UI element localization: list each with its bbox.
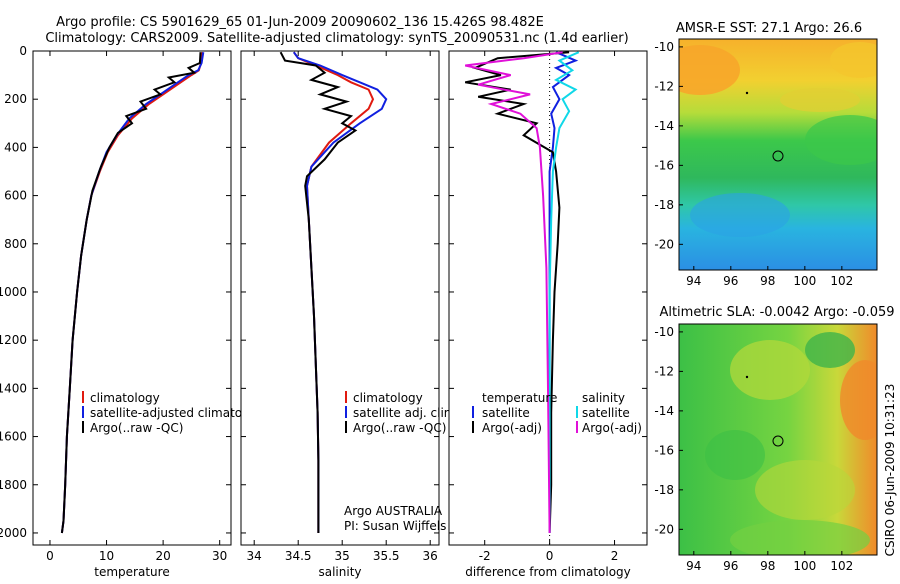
sst-map-frame <box>678 38 878 271</box>
legend-label: satellite <box>582 406 630 420</box>
map-y-tick-label: -14 <box>654 119 674 133</box>
x-tick-label: 30 <box>212 549 227 563</box>
map-y-tick-label: -12 <box>654 364 674 378</box>
sst-map-ticks: 94 96 98 100 102 -10 -12 -14 -16 -18 -20 <box>654 40 853 288</box>
map-x-tick-label: 100 <box>793 559 816 573</box>
figure-title-line2: Climatology: CARS2009. Satellite-adjuste… <box>45 31 628 46</box>
argo-location-marker <box>772 150 784 162</box>
map-y-tick-label: -10 <box>654 325 674 339</box>
map-y-tick-label: -18 <box>654 483 674 497</box>
figure-title-line1: Argo profile: CS 5901629_65 01-Jun-2009 … <box>56 15 544 30</box>
x-tick-label: 34 <box>247 549 262 563</box>
y-tick-label: 1200 <box>0 333 27 347</box>
argo-location-marker <box>772 435 784 447</box>
y-tick-label: 1400 <box>0 381 27 395</box>
map-x-tick-label: 98 <box>760 274 775 288</box>
sst-map: AMSR-E SST: 27.1 Argo: 26.6 94 96 98 100 102… <box>654 21 878 288</box>
map-x-tick-label: 94 <box>686 274 701 288</box>
sst-map-title: AMSR-E SST: 27.1 Argo: 26.6 <box>676 21 862 36</box>
panel-temperature: 0 10 20 30 temperature 0 200 400 600 800 1000 1200 1… <box>0 44 268 579</box>
map-y-tick-label: -16 <box>654 158 674 172</box>
legend-label: Argo(..raw -QC) <box>353 421 446 435</box>
profile-panels: 0 10 20 30temperature0200400600800100012001… <box>0 44 648 579</box>
map-y-tick-label: -12 <box>654 79 674 93</box>
legend-label: satellite adj. clim. <box>353 406 459 420</box>
panel-difference: -2 0 2 difference from climatology temperatu… <box>448 50 648 579</box>
sla-map-frame <box>678 323 878 556</box>
sla-map-ticks: 94 96 98 100 102 -10 -12 -14 -16 -18 -20 <box>654 325 853 573</box>
y-tick-label: 200 <box>4 92 27 106</box>
previous-location-marker <box>745 375 749 379</box>
plot-frame <box>240 50 440 546</box>
series-line <box>60 52 202 534</box>
x-tick-label: 0 <box>546 549 554 563</box>
map-x-tick-label: 94 <box>686 559 701 573</box>
map-y-tick-label: -20 <box>654 522 674 536</box>
legend-label: climatology <box>353 391 423 405</box>
csiro-timestamp: CSIRO 06-Jun-2009 10:31:23 <box>883 384 897 557</box>
x-tick-label: 2 <box>611 549 619 563</box>
x-tick-label: -2 <box>479 549 491 563</box>
legend-label: Argo(-adj) <box>482 421 542 435</box>
legend-label: satellite <box>482 406 530 420</box>
y-tick-label: 2000 <box>0 526 27 540</box>
sla-map: Altimetric SLA: -0.0042 Argo: -0.059 94 9… <box>654 305 894 573</box>
map-x-tick-label: 100 <box>793 274 816 288</box>
x-tick-label: 0 <box>46 549 54 563</box>
map-x-tick-label: 96 <box>723 274 738 288</box>
y-tick-label: 1800 <box>0 478 27 492</box>
series-line <box>465 51 570 534</box>
legend-label: climatology <box>90 391 160 405</box>
x-tick-label: 34.5 <box>285 549 312 563</box>
series-line <box>548 51 580 533</box>
x-tick-label: 10 <box>99 549 114 563</box>
y-tick-label: 400 <box>4 140 27 154</box>
y-tick-label: 1000 <box>0 285 27 299</box>
x-axis-label: temperature <box>94 565 169 579</box>
annotation-text: PI: Susan Wijffels <box>344 519 446 533</box>
legend-label: temperature <box>482 391 557 405</box>
legend-label: Argo(..raw -QC) <box>90 421 183 435</box>
map-x-tick-label: 98 <box>760 559 775 573</box>
map-y-tick-label: -16 <box>654 443 674 457</box>
map-y-tick-label: -10 <box>654 40 674 54</box>
series-line <box>279 51 358 533</box>
y-tick-label: 800 <box>4 237 27 251</box>
map-y-tick-label: -18 <box>654 198 674 212</box>
legend-label: salinity <box>582 391 625 405</box>
annotation-text: Argo AUSTRALIA <box>344 504 443 518</box>
x-tick-label: 36 <box>423 549 438 563</box>
x-axis-label: difference from climatology <box>465 565 631 579</box>
map-x-tick-label: 102 <box>830 274 853 288</box>
x-tick-label: 35.5 <box>373 549 400 563</box>
x-axis-label: salinity <box>318 565 361 579</box>
y-tick-label: 1600 <box>0 430 27 444</box>
series-line <box>464 51 563 534</box>
y-tick-label: 0 <box>19 44 27 58</box>
map-x-tick-label: 96 <box>723 559 738 573</box>
y-tick-label: 600 <box>4 189 27 203</box>
x-tick-label: 20 <box>155 549 170 563</box>
plot-frame <box>32 50 232 546</box>
legend-label: Argo(-adj) <box>582 421 642 435</box>
x-tick-label: 35 <box>335 549 350 563</box>
sla-map-title: Altimetric SLA: -0.0042 Argo: -0.059 <box>659 305 894 320</box>
panel-salinity: 34 34.5 35 35.5 36 salinity climatologysatelli… <box>240 50 459 579</box>
map-x-tick-label: 102 <box>830 559 853 573</box>
legend-label: satellite-adjusted climatology <box>90 406 268 420</box>
previous-location-marker <box>745 91 749 95</box>
map-y-tick-label: -14 <box>654 404 674 418</box>
map-y-tick-label: -20 <box>654 237 674 251</box>
